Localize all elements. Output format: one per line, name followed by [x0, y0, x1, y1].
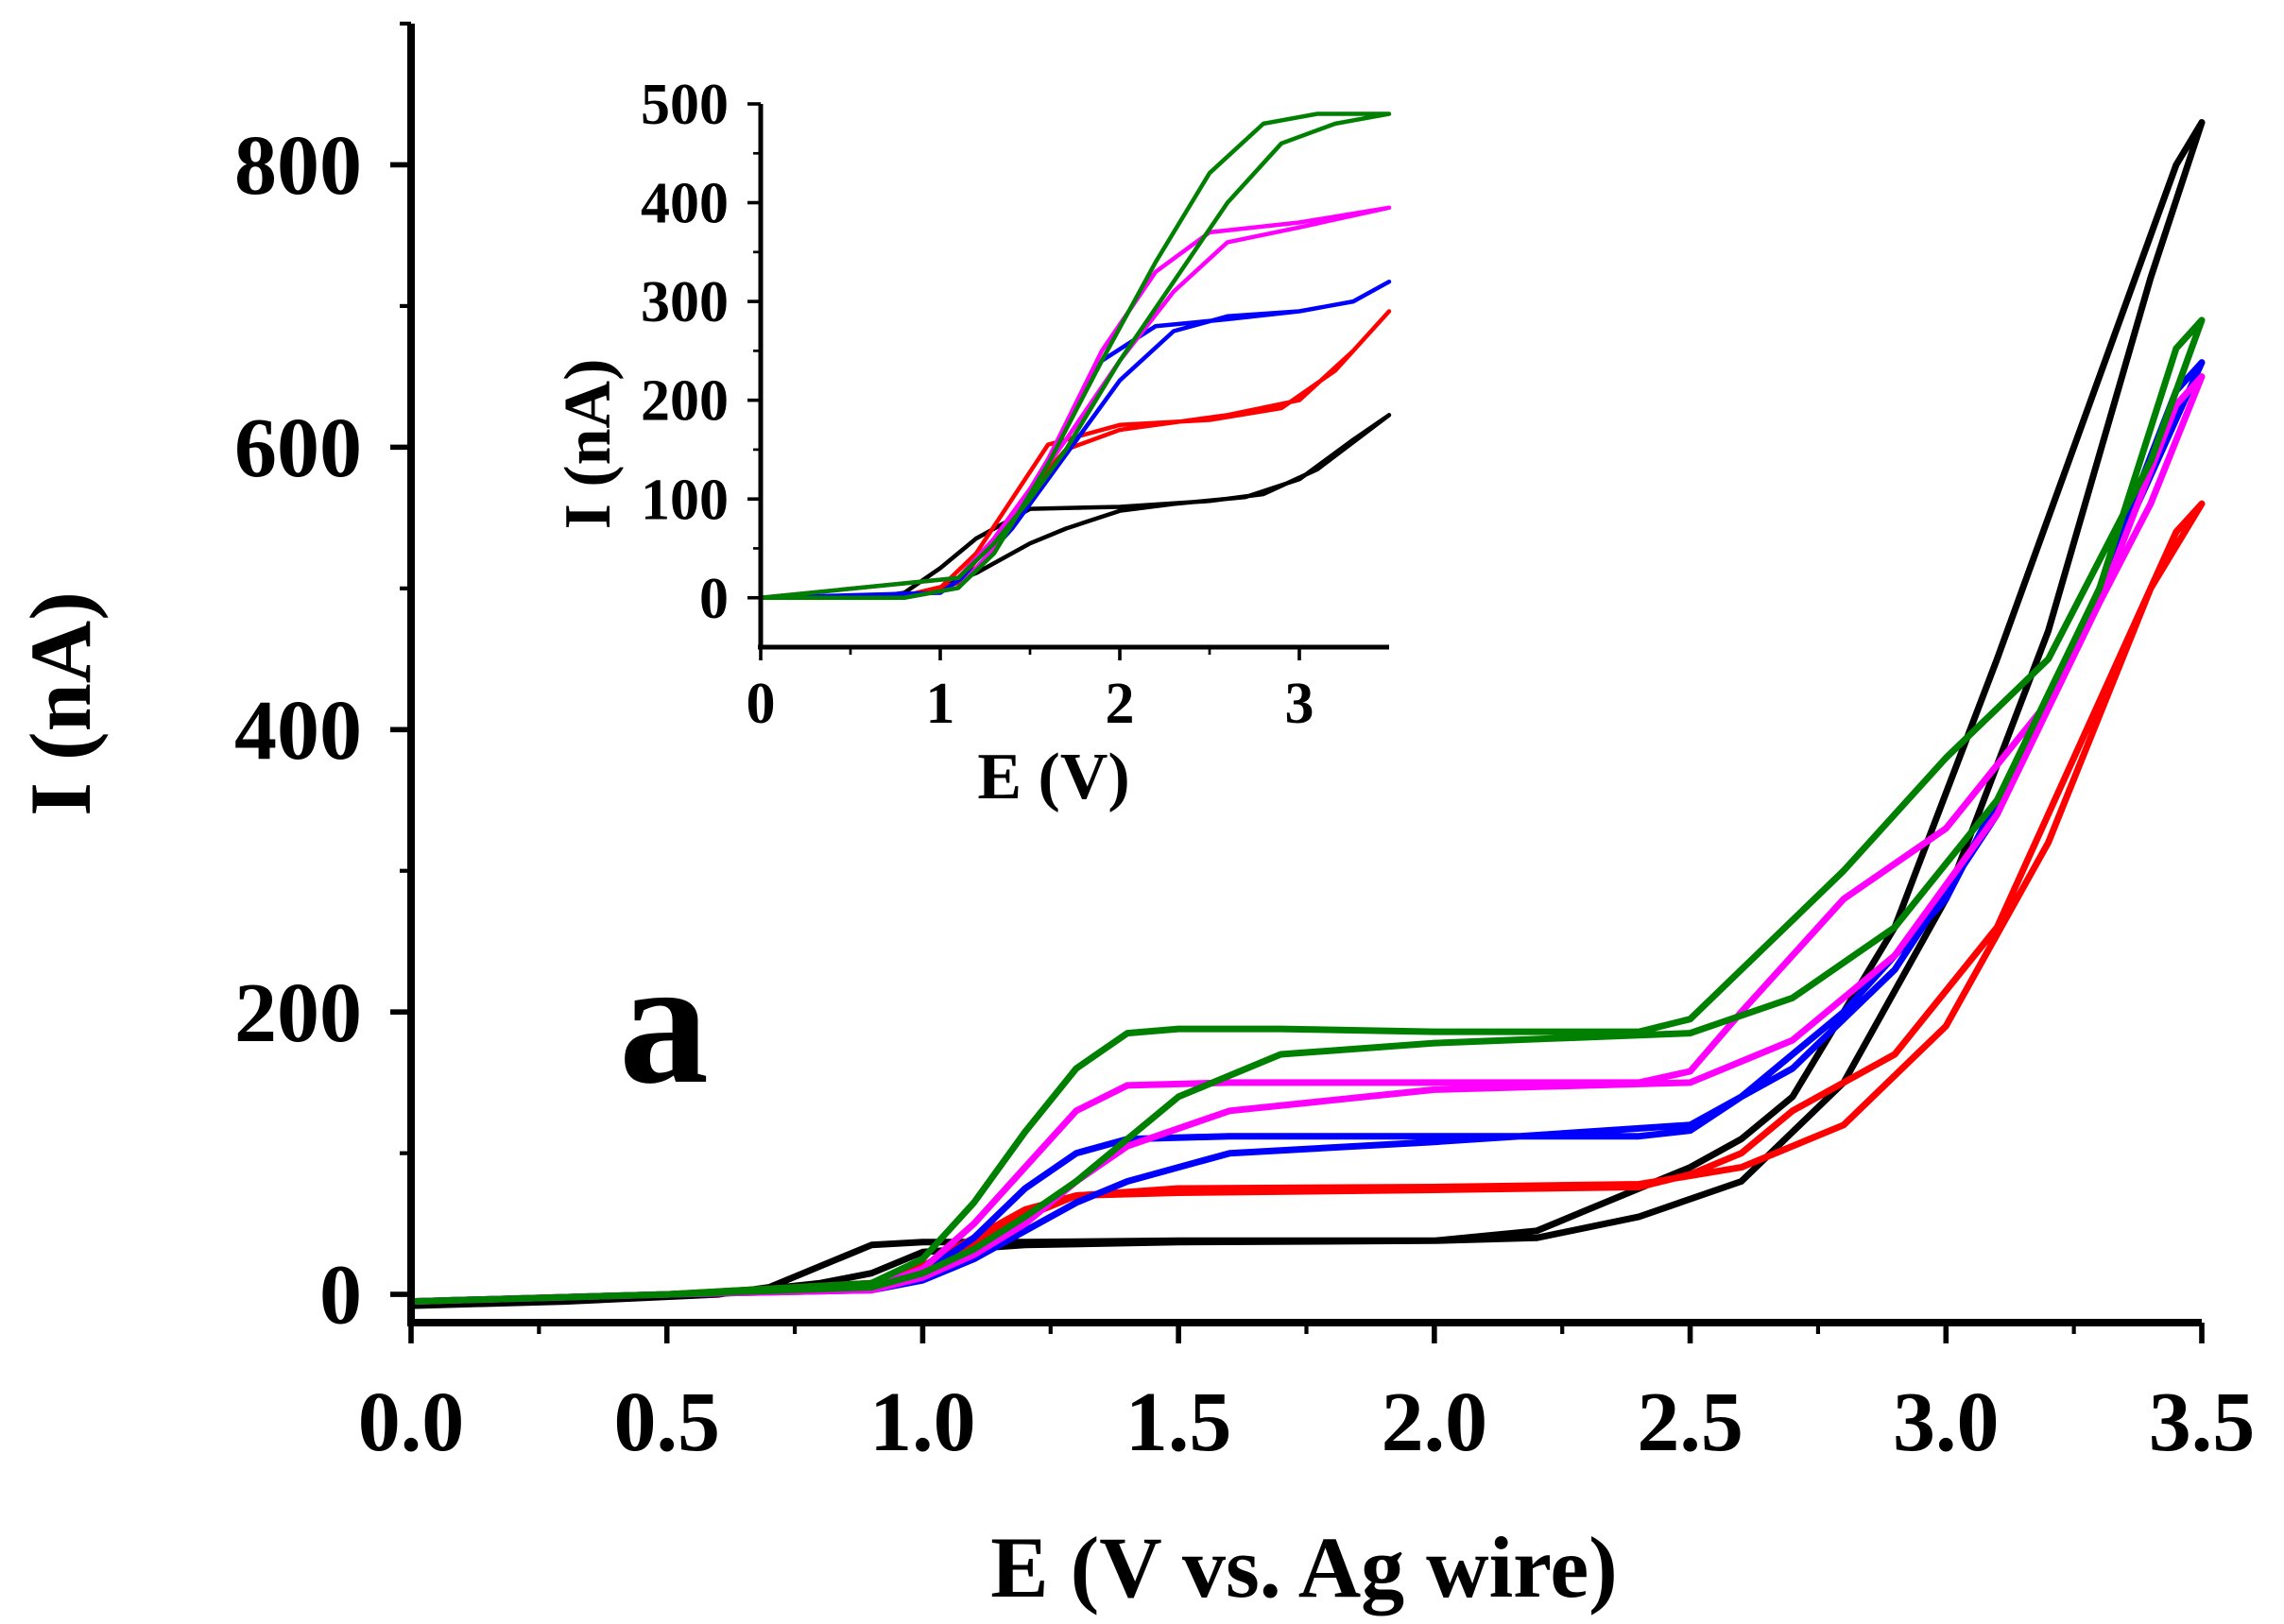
main-series-group	[407, 119, 2206, 1309]
main-y-tick-label: 800	[234, 119, 362, 213]
inset-x-tick-label: 3	[1285, 672, 1314, 736]
inset-x-tick-label: 1	[926, 672, 955, 736]
inset-x-tick-label: 2	[1106, 672, 1135, 736]
inset-y-axis-title: I (nA)	[552, 359, 625, 530]
inset-series-magenta	[758, 205, 1392, 600]
main-x-tick-label: 1.5	[1125, 1376, 1232, 1469]
inset-tick-labels-group: 0 1 2 3 0 100 200 300 400 500	[641, 73, 1314, 736]
inset-y-tick-label: 400	[641, 172, 729, 236]
inset-y-tick-label: 200	[641, 369, 729, 434]
main-y-tick-label: 400	[234, 684, 362, 778]
inset-chart: 0 1 2 3 0 100 200 300 400 500 E (V) I (nA)	[552, 73, 1392, 813]
main-y-tick-label: 600	[234, 402, 362, 495]
inset-y-tick-label: 0	[699, 567, 729, 631]
main-x-tick-label: 0.0	[358, 1376, 465, 1469]
inset-series-black	[758, 413, 1392, 600]
inset-x-axis-title: E (V)	[977, 741, 1129, 813]
main-y-tick-label: 0	[319, 1249, 362, 1342]
inset-series-group	[758, 111, 1392, 600]
panel-label: a	[619, 923, 709, 1121]
main-ticks-group	[390, 21, 2205, 1343]
inset-y-tick-label: 100	[641, 468, 729, 532]
main-x-tick-label: 2.0	[1382, 1376, 1488, 1469]
inset-y-tick-label: 500	[641, 73, 729, 137]
main-x-tick-label: 2.5	[1637, 1376, 1743, 1469]
main-x-tick-label: 0.5	[613, 1376, 720, 1469]
inset-ticks-group	[747, 102, 1301, 660]
main-y-axis-title: I (nA)	[12, 591, 109, 816]
main-series-green	[407, 316, 2206, 1306]
main-x-axis-title: E (V vs. Ag wire)	[990, 1519, 1618, 1615]
main-y-tick-label: 200	[234, 966, 362, 1060]
inset-y-tick-label: 300	[641, 270, 729, 334]
main-x-tick-label: 1.0	[869, 1376, 976, 1469]
main-x-tick-label: 3.0	[1893, 1376, 2000, 1469]
inset-series-green	[758, 111, 1392, 600]
main-series-blue	[407, 359, 2206, 1306]
inset-x-tick-label: 0	[747, 672, 776, 736]
main-x-tick-label: 3.5	[2149, 1376, 2256, 1469]
